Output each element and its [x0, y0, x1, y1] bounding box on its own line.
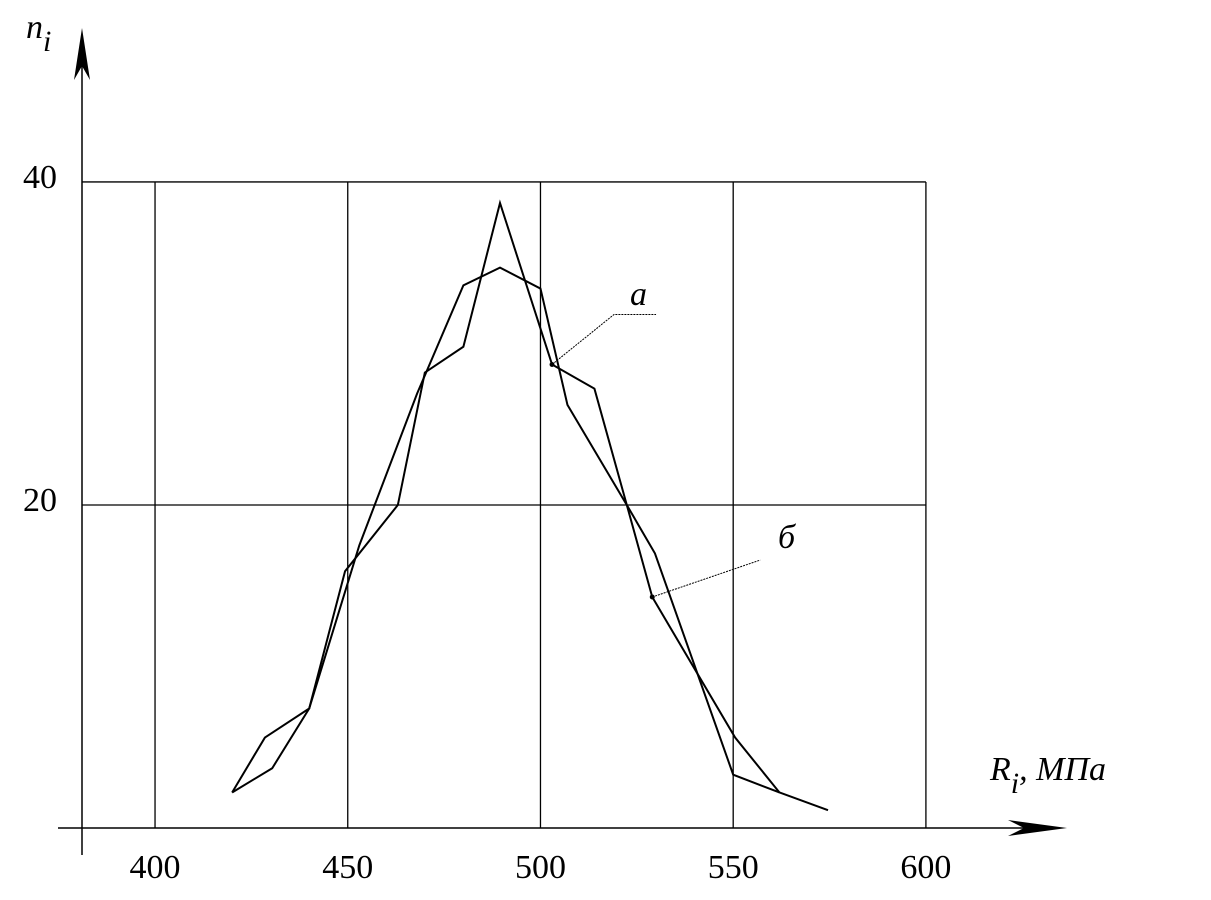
- series-line: [231, 266, 829, 812]
- x-tick-label: 550: [708, 849, 759, 886]
- series-label: а: [630, 276, 647, 313]
- series-line: [231, 199, 780, 794]
- x-axis-label: Ri, МПа: [989, 751, 1106, 800]
- leader-line: [551, 313, 657, 365]
- y-axis-arrow: [74, 28, 90, 80]
- x-tick-label: 600: [900, 849, 951, 886]
- x-label-sub: i: [1011, 767, 1019, 800]
- leader-line: [652, 559, 761, 598]
- y-label-sub: i: [43, 25, 51, 58]
- y-label-base: n: [26, 9, 43, 46]
- x-axis-arrow: [1008, 820, 1067, 836]
- x-tick-label: 400: [130, 849, 181, 886]
- series-label: б: [778, 519, 797, 556]
- x-tick-label: 450: [322, 849, 373, 886]
- y-tick-label: 20: [23, 482, 57, 519]
- x-label-unit: , МПа: [1019, 751, 1106, 788]
- x-label-base: R: [989, 751, 1011, 788]
- y-axis-label: ni: [26, 9, 51, 58]
- x-tick-label: 500: [515, 849, 566, 886]
- y-tick-label: 40: [23, 159, 57, 196]
